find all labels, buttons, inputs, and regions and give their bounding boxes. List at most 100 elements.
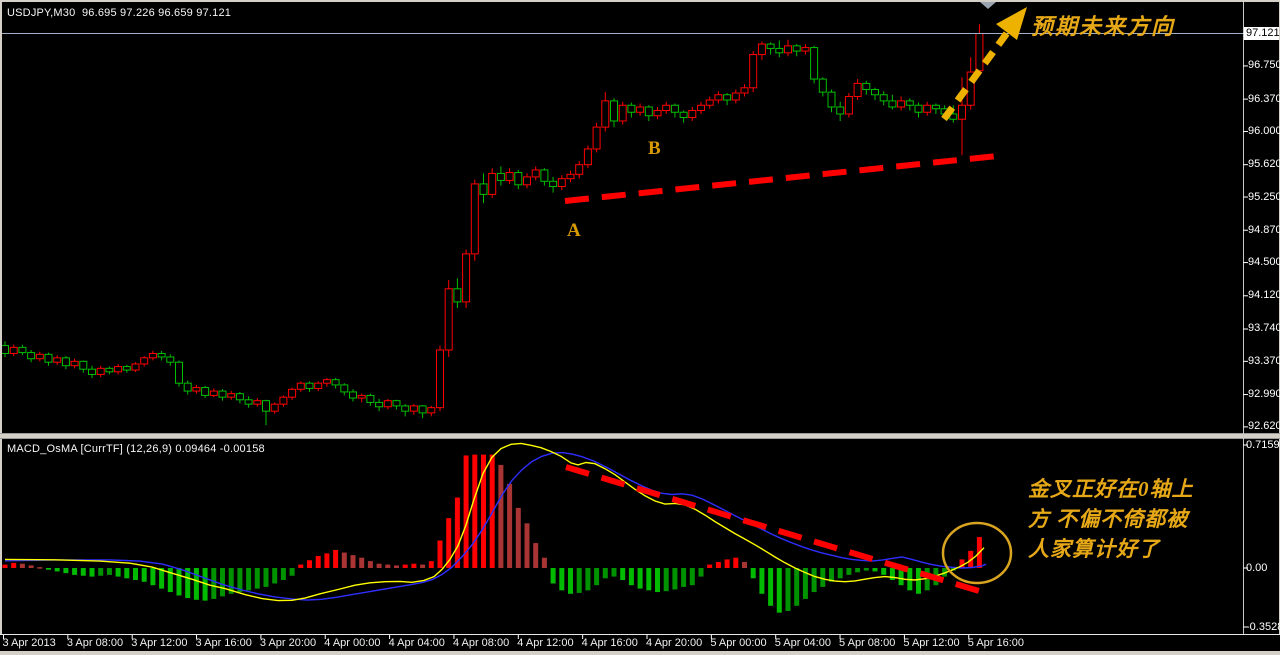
candle-body [801, 47, 810, 52]
price-trendline[interactable] [564, 153, 998, 204]
time-axis[interactable] [0, 635, 1280, 651]
candle-body [444, 288, 453, 351]
macd-histogram-bar [663, 568, 669, 592]
macd-histogram-bar [246, 568, 252, 591]
macd-histogram-bar [707, 564, 713, 568]
macd-histogram-bar [37, 567, 43, 569]
candle-body [888, 100, 897, 108]
candle-body [653, 109, 662, 117]
candle-body [244, 399, 253, 405]
candle-body [131, 363, 140, 371]
macd-indicator-panel[interactable] [2, 439, 1243, 634]
candle-body [27, 352, 36, 360]
macd-histogram-bar [689, 568, 695, 586]
symbol-title: USDJPY,M30 96.695 97.226 96.659 97.121 [7, 7, 232, 19]
macd-histogram-bar [959, 559, 965, 568]
macd-histogram-bar [133, 568, 138, 581]
candle-body [862, 82, 871, 91]
candle-body [810, 47, 819, 80]
candle-body [44, 353, 53, 363]
macd-histogram-bar [872, 568, 878, 572]
macd-histogram-bar [550, 568, 556, 584]
candle-body [688, 109, 697, 118]
future-direction-annotation[interactable]: 预期未来方向 [1031, 14, 1176, 39]
candle-body [523, 176, 531, 186]
macd-histogram-bar [220, 568, 225, 597]
candle-body [340, 384, 349, 393]
candle-body [279, 396, 288, 405]
time-axis-label: 4 Apr 20:00 [646, 637, 703, 649]
candle-body [18, 346, 27, 354]
macd-histogram-bar [742, 561, 747, 568]
point-label-a[interactable]: A [567, 220, 581, 241]
macd-histogram-bar [237, 568, 243, 593]
macd-histogram-bar [829, 568, 834, 582]
macd-histogram-bar [72, 568, 78, 575]
macd-histogram-bar [46, 568, 51, 570]
candle-body [784, 45, 792, 54]
macd-histogram-bar [124, 568, 130, 579]
window-bottom-edge [0, 651, 1280, 655]
candle-body [531, 169, 540, 178]
candle-body [592, 126, 601, 150]
macd-histogram-bar [98, 568, 104, 576]
point-label-b[interactable]: B [648, 138, 661, 159]
macd-histogram-bar [855, 568, 861, 573]
macd-histogram-bar [750, 568, 756, 579]
candle-body [209, 390, 218, 396]
price-axis-label: 94.500 [1248, 256, 1280, 269]
macd-histogram-bar [167, 568, 173, 593]
direction-arrow-shaft[interactable] [941, 30, 1010, 122]
candle-body [331, 379, 340, 386]
macd-histogram-bar [594, 568, 600, 586]
candle-body [192, 387, 201, 392]
price-axis-border [1243, 2, 1244, 634]
macd-histogram-bar [411, 563, 417, 568]
golden-cross-circle[interactable] [941, 521, 1013, 585]
candle-body [9, 346, 18, 354]
macd-histogram-bar [89, 568, 95, 577]
candle-body [253, 400, 262, 405]
candle-body [375, 401, 384, 408]
candle-body [61, 357, 70, 367]
macd-histogram-bar [272, 568, 278, 584]
macd-histogram-bar [481, 454, 486, 568]
candle-body [792, 45, 801, 52]
macd-histogram-bar [576, 568, 582, 593]
direction-arrow-head[interactable] [996, 7, 1027, 40]
candle-body [975, 33, 984, 72]
candle-body [557, 178, 566, 188]
macd-histogram-bar [193, 568, 199, 600]
macd-histogram-bar [333, 549, 339, 568]
candle-body [871, 89, 879, 96]
price-axis[interactable] [1243, 2, 1279, 634]
macd-histogram-bar [359, 557, 365, 568]
macd-histogram-bar [759, 568, 765, 594]
price-axis-label: 96.000 [1248, 124, 1280, 137]
macd-annotation-line-2[interactable]: 方 不偏不倚都被 [1028, 507, 1189, 531]
time-axis-border [0, 634, 1280, 635]
time-axis-label: 5 Apr 16:00 [967, 637, 1025, 649]
macd-histogram-bar [541, 557, 547, 568]
macd-histogram-bar [176, 568, 182, 596]
macd-histogram-bar [889, 568, 895, 581]
macd-histogram-bar [498, 464, 504, 568]
panel-separator[interactable] [0, 433, 1280, 439]
candle-body [35, 353, 44, 360]
macd-histogram-bar [289, 568, 295, 576]
macd-histogram-bar [733, 557, 739, 568]
macd-histogram-bar [350, 555, 356, 568]
main-chart-panel[interactable] [2, 2, 1243, 433]
macd-annotation-line-3[interactable]: 人家算计好了 [1028, 537, 1160, 561]
macd-annotation-line-1[interactable]: 金叉正好在0轴上 [1028, 477, 1194, 501]
macd-histogram-bar [715, 561, 721, 568]
candle-body [105, 367, 114, 373]
macd-histogram-bar [28, 565, 34, 568]
price-axis-label: 95.250 [1248, 190, 1280, 203]
macd-histogram-bar [341, 552, 347, 568]
macd-histogram-bar [315, 555, 321, 568]
candle-body [235, 393, 244, 401]
macd-histogram-bar [324, 553, 330, 568]
candle-body [462, 253, 471, 303]
